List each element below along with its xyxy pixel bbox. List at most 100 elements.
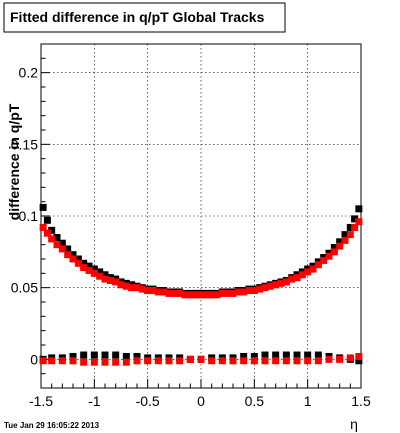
data-point-black	[133, 352, 141, 360]
data-point-red	[330, 248, 338, 256]
data-point-red	[304, 357, 312, 365]
data-point-red	[69, 255, 77, 263]
data-point-red	[282, 278, 290, 286]
data-point-red	[80, 358, 88, 366]
data-point-red	[293, 357, 301, 365]
x-tick-label: -1.5	[29, 393, 53, 409]
data-point-red	[346, 231, 354, 239]
data-point-red	[74, 259, 82, 267]
y-tick-label: 0.1	[19, 208, 39, 224]
data-point-red	[218, 357, 226, 365]
data-point-red	[293, 274, 301, 282]
data-point-red	[336, 355, 344, 363]
data-point-black	[304, 351, 312, 359]
data-point-red	[53, 241, 61, 249]
data-point-red	[325, 355, 333, 363]
data-point-red	[96, 272, 104, 280]
data-point-red	[208, 291, 216, 299]
data-point-red	[298, 271, 306, 279]
x-tick-label: 1	[304, 393, 312, 409]
timestamp: Tue Jan 29 16:05:22 2013	[4, 421, 100, 430]
data-point-red	[346, 354, 354, 362]
data-point-red	[218, 289, 226, 297]
data-point-black	[74, 255, 82, 263]
x-tick-labels: -1.5 -1 -0.5 0 0.5 1 1.5	[29, 393, 371, 409]
data-point-red	[165, 289, 173, 297]
data-point-black	[336, 238, 344, 246]
y-tick-labels: 0 0.05 0.1 0.15 0.2	[11, 65, 38, 368]
axis-ticks	[40, 57, 362, 388]
data-point-red	[90, 269, 98, 277]
data-point-black	[351, 215, 359, 223]
data-point-black	[80, 351, 88, 359]
grid	[41, 44, 361, 388]
data-point-red	[170, 289, 178, 297]
data-point-red	[336, 242, 344, 250]
y-tick-label: 0	[30, 351, 38, 367]
data-point-red	[261, 357, 269, 365]
data-point-red	[186, 291, 194, 299]
data-point-red	[165, 357, 173, 365]
data-point-red	[229, 289, 237, 297]
data-point-black	[355, 357, 363, 365]
data-point-black	[85, 262, 93, 270]
data-point-red	[208, 357, 216, 365]
data-point-red	[314, 357, 322, 365]
data-point-red	[133, 284, 141, 292]
data-point-red	[197, 291, 205, 299]
data-point-red	[154, 357, 162, 365]
x-tick-label: 0.5	[245, 393, 265, 409]
data-point-red	[58, 357, 66, 365]
y-tick-label: 0.15	[11, 136, 38, 152]
data-point-red	[245, 287, 253, 295]
data-point-black	[240, 352, 248, 360]
data-point-red	[106, 277, 114, 284]
data-point-red	[341, 236, 349, 244]
data-point-red	[282, 357, 290, 365]
data-point-black	[282, 351, 290, 359]
data-point-red	[351, 223, 359, 231]
data-point-black	[43, 216, 51, 224]
data-point-red	[133, 357, 141, 365]
data-point-red	[355, 352, 363, 360]
data-point-red	[43, 229, 51, 237]
x-tick-label: -0.5	[136, 393, 160, 409]
data-point-red	[261, 284, 269, 292]
data-point-red	[240, 357, 248, 365]
data-point-black	[101, 271, 109, 279]
data-point-black	[39, 203, 47, 211]
data-point-red	[101, 275, 109, 283]
data-point-red	[39, 223, 47, 231]
data-point-black	[101, 351, 109, 359]
data-point-black	[346, 223, 354, 231]
data-point-black	[90, 351, 98, 359]
data-point-red	[176, 289, 184, 297]
data-point-black	[122, 352, 130, 360]
data-point-red	[272, 357, 280, 365]
data-point-black	[96, 268, 104, 276]
data-point-red	[85, 266, 93, 274]
data-point-red	[355, 218, 363, 226]
data-point-red	[144, 287, 152, 295]
data-point-red	[48, 357, 56, 365]
data-points	[39, 203, 363, 366]
data-point-red	[122, 282, 130, 290]
data-point-black	[80, 259, 88, 267]
data-point-red	[192, 291, 200, 299]
data-point-red	[272, 281, 280, 289]
data-point-red	[112, 358, 120, 366]
data-point-red	[197, 355, 205, 363]
data-point-red	[117, 281, 125, 289]
y-tick-label: 0.05	[11, 280, 38, 296]
data-point-red	[149, 287, 157, 295]
data-point-red	[144, 357, 152, 365]
data-point-red	[314, 261, 322, 269]
chart-title: Fitted difference in q/pT Global Tracks	[10, 9, 265, 25]
data-point-red	[213, 291, 221, 299]
data-point-black	[58, 239, 66, 247]
data-point-red	[240, 288, 248, 296]
data-point-black	[112, 351, 120, 359]
data-point-red	[288, 275, 296, 283]
y-tick-label: 0.2	[19, 65, 39, 81]
